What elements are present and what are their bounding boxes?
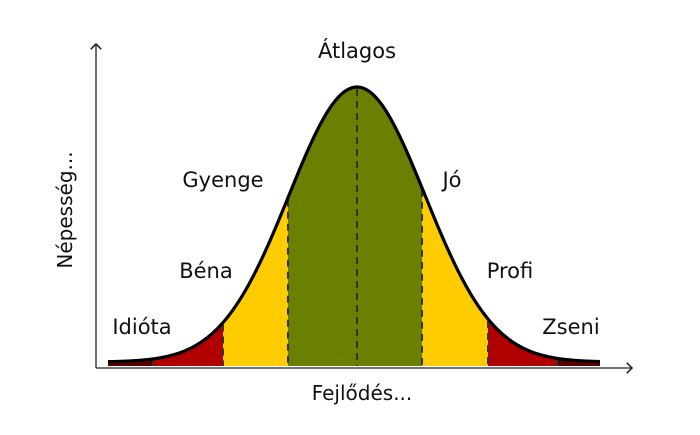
- curve-fill-group: [108, 87, 600, 366]
- label-jo: Jó: [440, 168, 461, 192]
- x-axis-label: Fejlődés...: [312, 381, 413, 405]
- bell-curve-outline: [107, 85, 601, 364]
- label-atlagos: Átlagos: [318, 38, 396, 63]
- region-atlagos: [288, 87, 422, 366]
- label-idiota: Idióta: [112, 315, 171, 339]
- label-profi: Profi: [487, 259, 534, 283]
- label-gyenge: Gyenge: [182, 168, 263, 192]
- label-zseni: Zseni: [542, 315, 599, 339]
- label-bena: Béna: [179, 259, 233, 283]
- separators: [152, 89, 558, 366]
- y-axis-label: Népesség...: [53, 151, 77, 268]
- region-bena: [223, 87, 288, 366]
